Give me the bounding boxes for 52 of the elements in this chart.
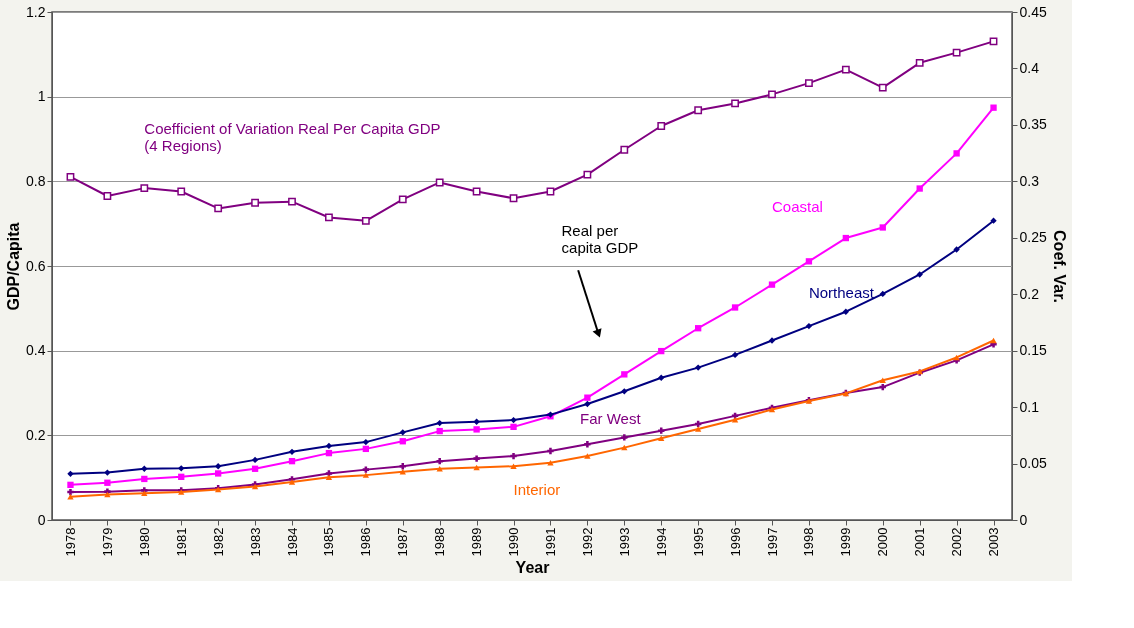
- y2-tick-label: 0.35: [1019, 116, 1047, 133]
- x-tick-label: 2000: [875, 527, 891, 557]
- y-tick-label: 0.8: [26, 172, 46, 189]
- y-tick-label: 0.4: [26, 342, 46, 359]
- x-tick-label: 1984: [284, 527, 300, 557]
- annotation: Real per capita GDP: [561, 221, 639, 256]
- y-tick-label: 1: [37, 88, 46, 105]
- x-tick-label: 1992: [579, 527, 595, 557]
- series-label: Interior: [513, 481, 561, 499]
- series-label: Coastal: [772, 197, 823, 215]
- x-tick-label: 1994: [653, 527, 669, 557]
- x-tick-label: 1987: [395, 527, 411, 557]
- x-tick-label: 1988: [432, 527, 448, 557]
- y-tick-label: 0.6: [26, 257, 46, 274]
- x-tick-label: 1979: [99, 527, 115, 557]
- x-tick-label: 1990: [506, 527, 522, 557]
- x-tick-label: 1996: [727, 527, 743, 557]
- x-tick-label: 1985: [321, 527, 337, 557]
- x-tick-label: 1995: [690, 527, 706, 557]
- x-tick-label: 1978: [62, 527, 78, 557]
- y2-tick-label: 0.4: [1019, 59, 1040, 76]
- y2-tick-label: 0.45: [1019, 3, 1047, 20]
- x-tick-label: 1981: [173, 527, 189, 557]
- x-tick-label: 1983: [247, 527, 263, 557]
- x-tick-label: 1998: [801, 527, 817, 557]
- x-tick-label: 1991: [542, 527, 558, 557]
- x-axis-title: Year: [515, 559, 550, 577]
- y2-tick-label: 0.2: [1019, 285, 1040, 302]
- x-tick-label: 2001: [912, 527, 928, 557]
- y2-tick-label: 0.1: [1019, 398, 1040, 415]
- y2-tick-label: 0.3: [1019, 172, 1040, 189]
- x-tick-label: 1980: [136, 527, 152, 557]
- y2-tick-label: 0.25: [1019, 229, 1047, 246]
- x-tick-label: 1993: [616, 527, 632, 557]
- y2-tick-label: 0.05: [1019, 455, 1047, 472]
- y2-tick-label: 0.15: [1019, 342, 1047, 359]
- y-tick-label: 0: [37, 511, 46, 528]
- x-tick-label: 1989: [469, 527, 485, 557]
- x-tick-label: 1999: [838, 527, 854, 557]
- y2-axis-title: Coef. Var.: [1050, 230, 1068, 303]
- y2-tick-label: 0: [1019, 511, 1028, 528]
- series-label: Northeast: [808, 283, 875, 301]
- y-tick-label: 1.2: [26, 3, 46, 20]
- y-tick-label: 0.2: [26, 426, 46, 443]
- series-label: Far West: [580, 410, 642, 428]
- x-tick-label: 1997: [764, 527, 780, 557]
- y-axis-title: GDP/Capita: [5, 222, 23, 311]
- x-tick-label: 2003: [986, 527, 1002, 557]
- x-tick-label: 2002: [949, 527, 965, 557]
- x-tick-label: 1982: [210, 527, 226, 557]
- x-tick-label: 1986: [358, 527, 374, 557]
- series-label: Coefficient of Variation Real Per Capita GDP (4 Regions): [144, 120, 441, 155]
